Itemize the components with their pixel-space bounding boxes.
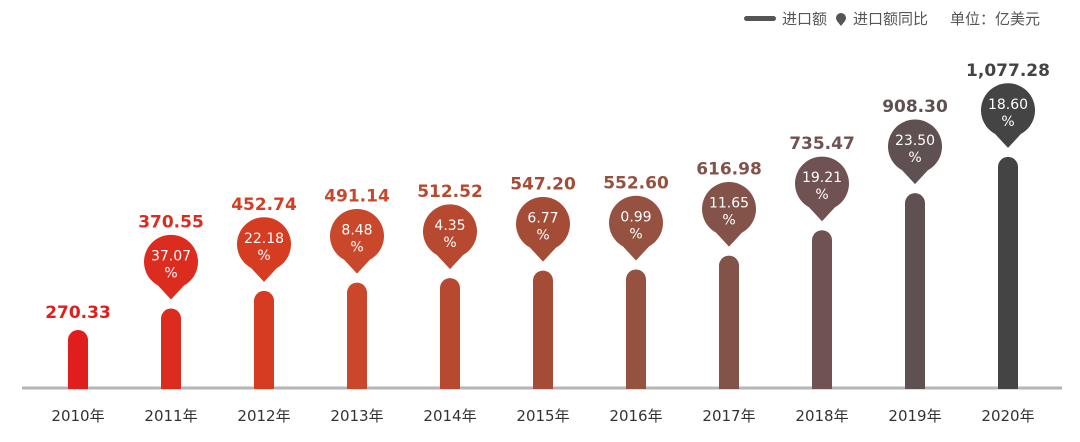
yoy-percent-4: % bbox=[443, 235, 456, 251]
yoy-label-5: 6.77 bbox=[527, 211, 558, 227]
yoy-label-1: 37.07 bbox=[151, 249, 191, 265]
yoy-pin-4 bbox=[422, 204, 477, 270]
x-tick-label-6: 2016年 bbox=[609, 407, 662, 425]
yoy-percent-7: % bbox=[722, 213, 735, 229]
yoy-label-6: 0.99 bbox=[620, 209, 651, 225]
yoy-label-9: 23.50 bbox=[895, 133, 935, 149]
x-tick-label-9: 2019年 bbox=[888, 407, 941, 425]
value-label-9: 908.30 bbox=[882, 97, 948, 117]
value-label-4: 512.52 bbox=[417, 182, 483, 202]
legend-label-import: 进口额 bbox=[781, 10, 827, 28]
yoy-pin-3 bbox=[330, 208, 384, 274]
x-tick-label-4: 2014年 bbox=[423, 407, 476, 425]
x-tick-label-3: 2013年 bbox=[330, 407, 383, 425]
yoy-pin-6 bbox=[609, 195, 663, 261]
legend-item-import: 进口额 bbox=[743, 8, 827, 29]
yoy-percent-5: % bbox=[536, 228, 549, 244]
bar-base-4 bbox=[440, 288, 460, 389]
value-label-7: 616.98 bbox=[696, 160, 762, 180]
yoy-percent-3: % bbox=[350, 240, 363, 256]
x-tick-label-0: 2010年 bbox=[51, 407, 104, 425]
yoy-label-10: 18.60 bbox=[988, 97, 1028, 113]
bar-base-1 bbox=[161, 318, 181, 389]
yoy-label-8: 19.21 bbox=[802, 170, 842, 186]
yoy-percent-1: % bbox=[164, 266, 177, 282]
yoy-label-7: 11.65 bbox=[709, 196, 749, 212]
x-tick-label-1: 2011年 bbox=[144, 407, 197, 425]
bar-base-6 bbox=[626, 279, 646, 389]
bar-base-0 bbox=[68, 340, 88, 389]
bar-base-5 bbox=[533, 280, 553, 389]
value-label-10: 1,077.28 bbox=[966, 61, 1050, 81]
x-tick-label-8: 2018年 bbox=[795, 407, 848, 425]
yoy-pin-9 bbox=[887, 119, 942, 185]
yoy-pin-7 bbox=[702, 181, 756, 247]
value-label-1: 370.55 bbox=[138, 213, 204, 233]
x-tick-label-10: 2020年 bbox=[981, 407, 1034, 425]
x-tick-label-2: 2012年 bbox=[237, 407, 290, 425]
yoy-percent-10: % bbox=[1001, 114, 1014, 130]
pin-swatch-icon bbox=[835, 12, 846, 26]
bar-swatch-icon bbox=[743, 16, 776, 21]
yoy-label-3: 8.48 bbox=[341, 223, 372, 239]
yoy-label-2: 22.18 bbox=[244, 231, 284, 247]
bar-base-2 bbox=[254, 300, 274, 389]
x-tick-label-5: 2015年 bbox=[516, 407, 569, 425]
value-label-8: 735.47 bbox=[789, 134, 855, 154]
yoy-label-4: 4.35 bbox=[434, 218, 465, 234]
legend: 进口额 进口额同比 单位：亿美元 bbox=[743, 8, 1040, 29]
bar-base-3 bbox=[347, 292, 367, 389]
yoy-percent-6: % bbox=[629, 226, 642, 242]
bar-base-7 bbox=[719, 265, 739, 389]
yoy-pin-1 bbox=[144, 234, 198, 300]
x-tick-label-7: 2017年 bbox=[702, 407, 755, 425]
value-label-6: 552.60 bbox=[603, 173, 669, 193]
yoy-percent-2: % bbox=[257, 248, 270, 264]
value-label-2: 452.74 bbox=[231, 195, 297, 215]
yoy-pin-5 bbox=[516, 196, 570, 262]
bar-base-9 bbox=[905, 203, 925, 389]
bar-base-8 bbox=[812, 240, 832, 389]
unit-label: 单位：亿美元 bbox=[949, 10, 1040, 28]
yoy-pin-8 bbox=[795, 156, 850, 222]
bar-base-10 bbox=[998, 166, 1018, 389]
yoy-pin-10 bbox=[981, 83, 1036, 148]
value-label-5: 547.20 bbox=[510, 175, 576, 195]
value-label-3: 491.14 bbox=[324, 187, 390, 207]
legend-label-yoy: 进口额同比 bbox=[852, 10, 928, 28]
legend-item-yoy: 进口额同比 bbox=[835, 8, 928, 29]
yoy-percent-8: % bbox=[815, 187, 828, 203]
yoy-pin-2 bbox=[237, 217, 291, 282]
value-label-0: 270.33 bbox=[45, 303, 111, 323]
yoy-percent-9: % bbox=[908, 150, 921, 166]
